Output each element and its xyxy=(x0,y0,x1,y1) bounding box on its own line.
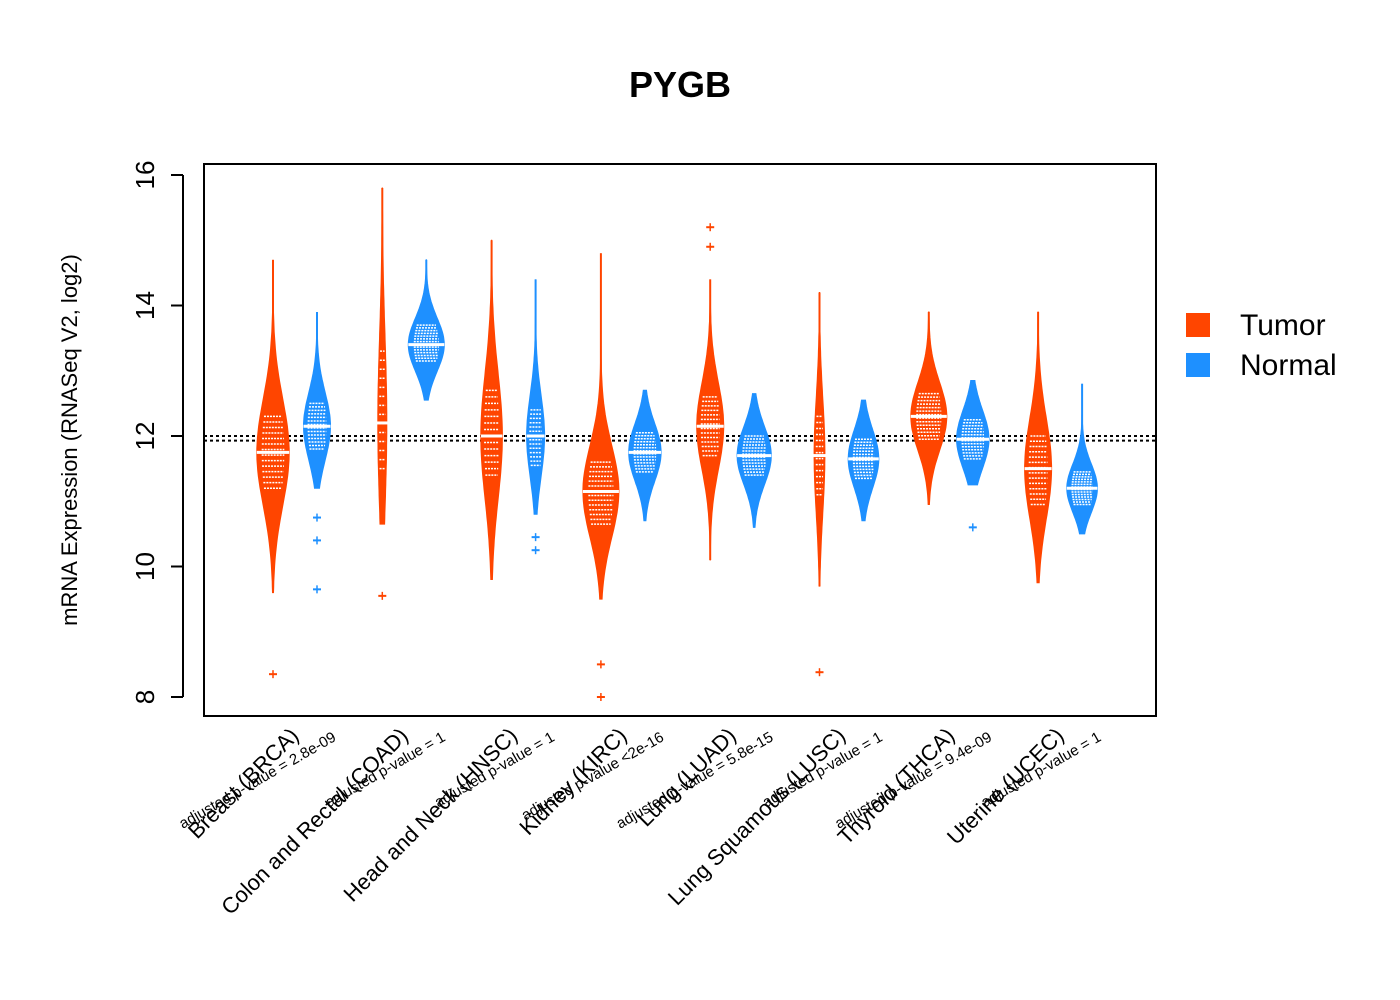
plot-area xyxy=(204,187,1156,701)
violin-body xyxy=(303,311,331,489)
plot-frame xyxy=(203,163,1157,717)
y-tick-label: 16 xyxy=(130,161,160,190)
violin-body xyxy=(628,389,662,522)
violin-tumor xyxy=(813,292,826,677)
violin-normal xyxy=(847,399,880,522)
legend-label-normal: Normal xyxy=(1240,349,1337,382)
violin-normal xyxy=(956,380,990,532)
violin-body xyxy=(526,279,546,515)
legend-swatch-normal xyxy=(1186,353,1210,377)
violin-body xyxy=(1024,311,1053,584)
violin-tumor xyxy=(376,187,389,600)
violin-tumor xyxy=(256,259,290,679)
violin-tumor xyxy=(582,253,620,701)
legend-label-tumor: Tumor xyxy=(1240,309,1326,342)
violin-normal xyxy=(303,311,331,594)
violin-body xyxy=(256,259,290,594)
violin-body xyxy=(736,393,772,528)
violin-normal xyxy=(628,389,662,522)
y-tick-label: 12 xyxy=(130,422,160,451)
y-tick-label: 14 xyxy=(130,291,160,320)
violin-normal xyxy=(407,259,445,401)
violin-normal xyxy=(1066,383,1098,535)
violin-body xyxy=(1066,383,1098,535)
violin-normal xyxy=(526,279,546,555)
violin-body xyxy=(813,292,826,587)
y-axis: 8 10 12 14 16 xyxy=(130,161,184,704)
chart-title: PYGB xyxy=(629,64,731,105)
y-tick-label: 10 xyxy=(130,552,160,581)
violin-body xyxy=(582,253,620,600)
y-tick-label: 8 xyxy=(130,690,160,704)
violin-tumor xyxy=(1024,311,1053,584)
legend: Tumor Normal xyxy=(1186,309,1337,382)
violin-tumor xyxy=(910,311,948,505)
y-axis-label: mRNA Expression (RNASeq V2, log2) xyxy=(57,254,82,626)
violin-body xyxy=(956,380,990,486)
violin-tumor xyxy=(480,239,503,580)
violin-tumor xyxy=(696,223,725,561)
legend-swatch-tumor xyxy=(1186,313,1210,337)
x-axis: Breast (BRCA)adjusted p-value = 2.8e-09C… xyxy=(176,723,1104,920)
violin-normal xyxy=(736,393,772,528)
violin-body xyxy=(377,187,388,525)
